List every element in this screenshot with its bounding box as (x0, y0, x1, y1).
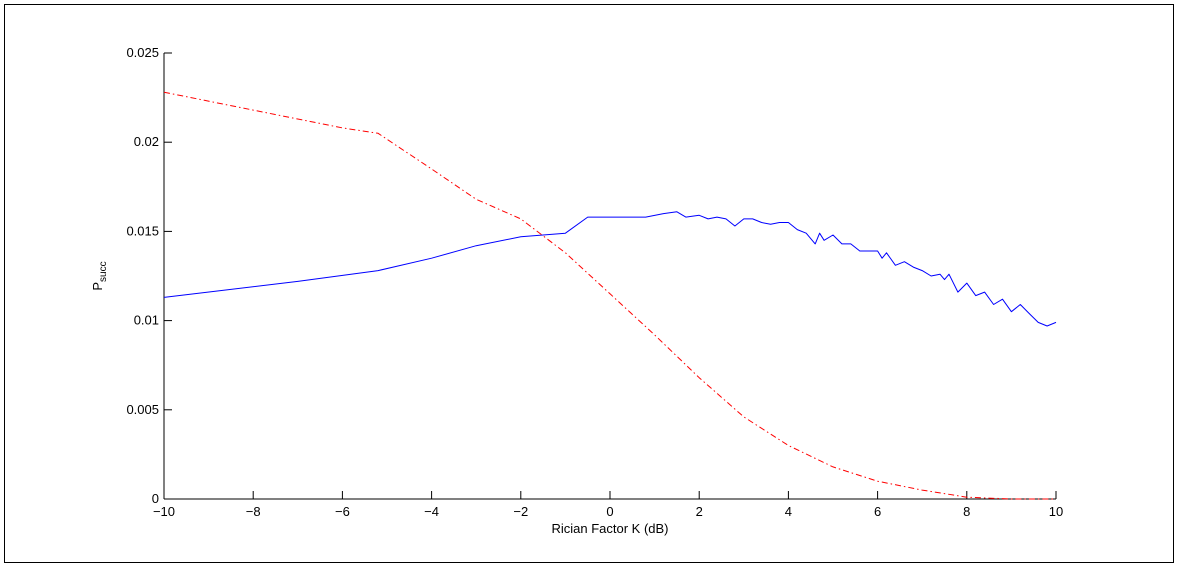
x-tick-label: −10 (153, 504, 175, 519)
y-tick-label: 0 (152, 491, 159, 506)
figure-frame: −10 −8 −6 −4 −2 0 2 4 6 8 10 0 0.005 0.01 0.015 0.02 0.0… (4, 4, 1174, 563)
y-axis-label: Psucc (90, 261, 109, 290)
y-tick-label: 0.025 (126, 45, 159, 60)
x-tick-label: −6 (335, 504, 350, 519)
y-tick-label: 0.015 (126, 223, 159, 238)
axes: −10 −8 −6 −4 −2 0 2 4 6 8 10 0 0.005 0.01 0.015 0.02 0.0… (126, 45, 1063, 519)
plot-area (163, 91, 1057, 500)
x-tick-label: 2 (696, 504, 703, 519)
x-tick-label: 6 (874, 504, 881, 519)
axis-labels: Rician Factor K (dB) Psucc (90, 261, 669, 536)
series-line-1 (163, 211, 1057, 327)
x-tick-label: 4 (785, 504, 792, 519)
x-tick-label: 8 (963, 504, 970, 519)
y-tick-label: 0.01 (134, 313, 159, 328)
line-chart: −10 −8 −6 −4 −2 0 2 4 6 8 10 0 0.005 0.01 0.015 0.02 0.0… (90, 45, 1063, 536)
y-tick-label: 0.005 (126, 402, 159, 417)
series-line-2 (163, 91, 1056, 500)
x-axis-label: Rician Factor K (dB) (551, 521, 668, 536)
x-tick-label: 10 (1049, 504, 1063, 519)
y-axis-label-main: P (90, 282, 105, 291)
x-tick-label: −2 (513, 504, 528, 519)
x-tick-label: 0 (606, 504, 613, 519)
y-axis-label-sub: succ (98, 261, 109, 282)
x-tick-label: −4 (424, 504, 439, 519)
x-tick-label: −8 (246, 504, 261, 519)
y-tick-label: 0.02 (134, 134, 159, 149)
